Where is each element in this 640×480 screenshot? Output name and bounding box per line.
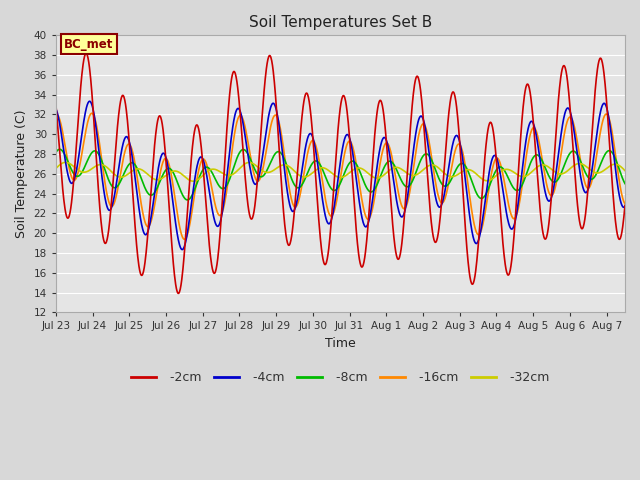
-8cm [56, 146, 63, 152]
-2cm [217, 221, 225, 227]
Title: Soil Temperatures Set B: Soil Temperatures Set B [249, 15, 432, 30]
-8cm [52, 150, 60, 156]
-2cm [483, 132, 491, 138]
-32cm [52, 166, 60, 171]
Line: -16cm: -16cm [56, 113, 625, 240]
-2cm [175, 290, 182, 296]
-32cm [165, 170, 173, 176]
-16cm [165, 162, 173, 168]
Line: -32cm: -32cm [56, 162, 625, 181]
-32cm [621, 168, 629, 174]
-4cm [483, 183, 491, 189]
-2cm [269, 62, 276, 68]
-16cm [217, 212, 225, 218]
-32cm [269, 168, 276, 174]
-16cm [180, 237, 188, 242]
Text: BC_met: BC_met [65, 38, 114, 51]
-4cm [269, 101, 276, 107]
-4cm [52, 106, 60, 112]
-8cm [165, 166, 173, 171]
X-axis label: Time: Time [325, 337, 356, 350]
-2cm [621, 203, 629, 208]
-8cm [621, 181, 629, 187]
-8cm [217, 185, 225, 191]
-2cm [52, 101, 60, 107]
-16cm [483, 196, 491, 202]
-16cm [155, 180, 163, 186]
-32cm [547, 166, 554, 171]
-32cm [155, 177, 163, 182]
Line: -2cm: -2cm [56, 53, 625, 293]
Line: -4cm: -4cm [56, 101, 625, 250]
Y-axis label: Soil Temperature (C): Soil Temperature (C) [15, 109, 28, 238]
-16cm [547, 192, 554, 198]
-4cm [621, 204, 629, 209]
-16cm [52, 112, 60, 118]
-4cm [165, 171, 173, 177]
-32cm [483, 178, 491, 184]
-32cm [189, 179, 197, 184]
-8cm [483, 189, 491, 194]
Legend:  -2cm,  -4cm,  -8cm,  -16cm,  -32cm: -2cm, -4cm, -8cm, -16cm, -32cm [126, 366, 555, 389]
-32cm [61, 159, 69, 165]
-8cm [269, 156, 276, 161]
-8cm [184, 197, 191, 203]
-16cm [621, 201, 629, 206]
-2cm [155, 115, 163, 120]
-16cm [88, 110, 95, 116]
-8cm [547, 176, 554, 181]
-4cm [86, 98, 93, 104]
-4cm [155, 165, 163, 171]
-4cm [179, 247, 186, 252]
-2cm [82, 50, 90, 56]
-8cm [155, 182, 163, 188]
-32cm [217, 169, 225, 175]
-2cm [547, 206, 554, 212]
-4cm [217, 217, 225, 223]
-16cm [269, 117, 276, 122]
Line: -8cm: -8cm [56, 149, 625, 200]
-4cm [547, 197, 554, 203]
-2cm [165, 204, 173, 209]
